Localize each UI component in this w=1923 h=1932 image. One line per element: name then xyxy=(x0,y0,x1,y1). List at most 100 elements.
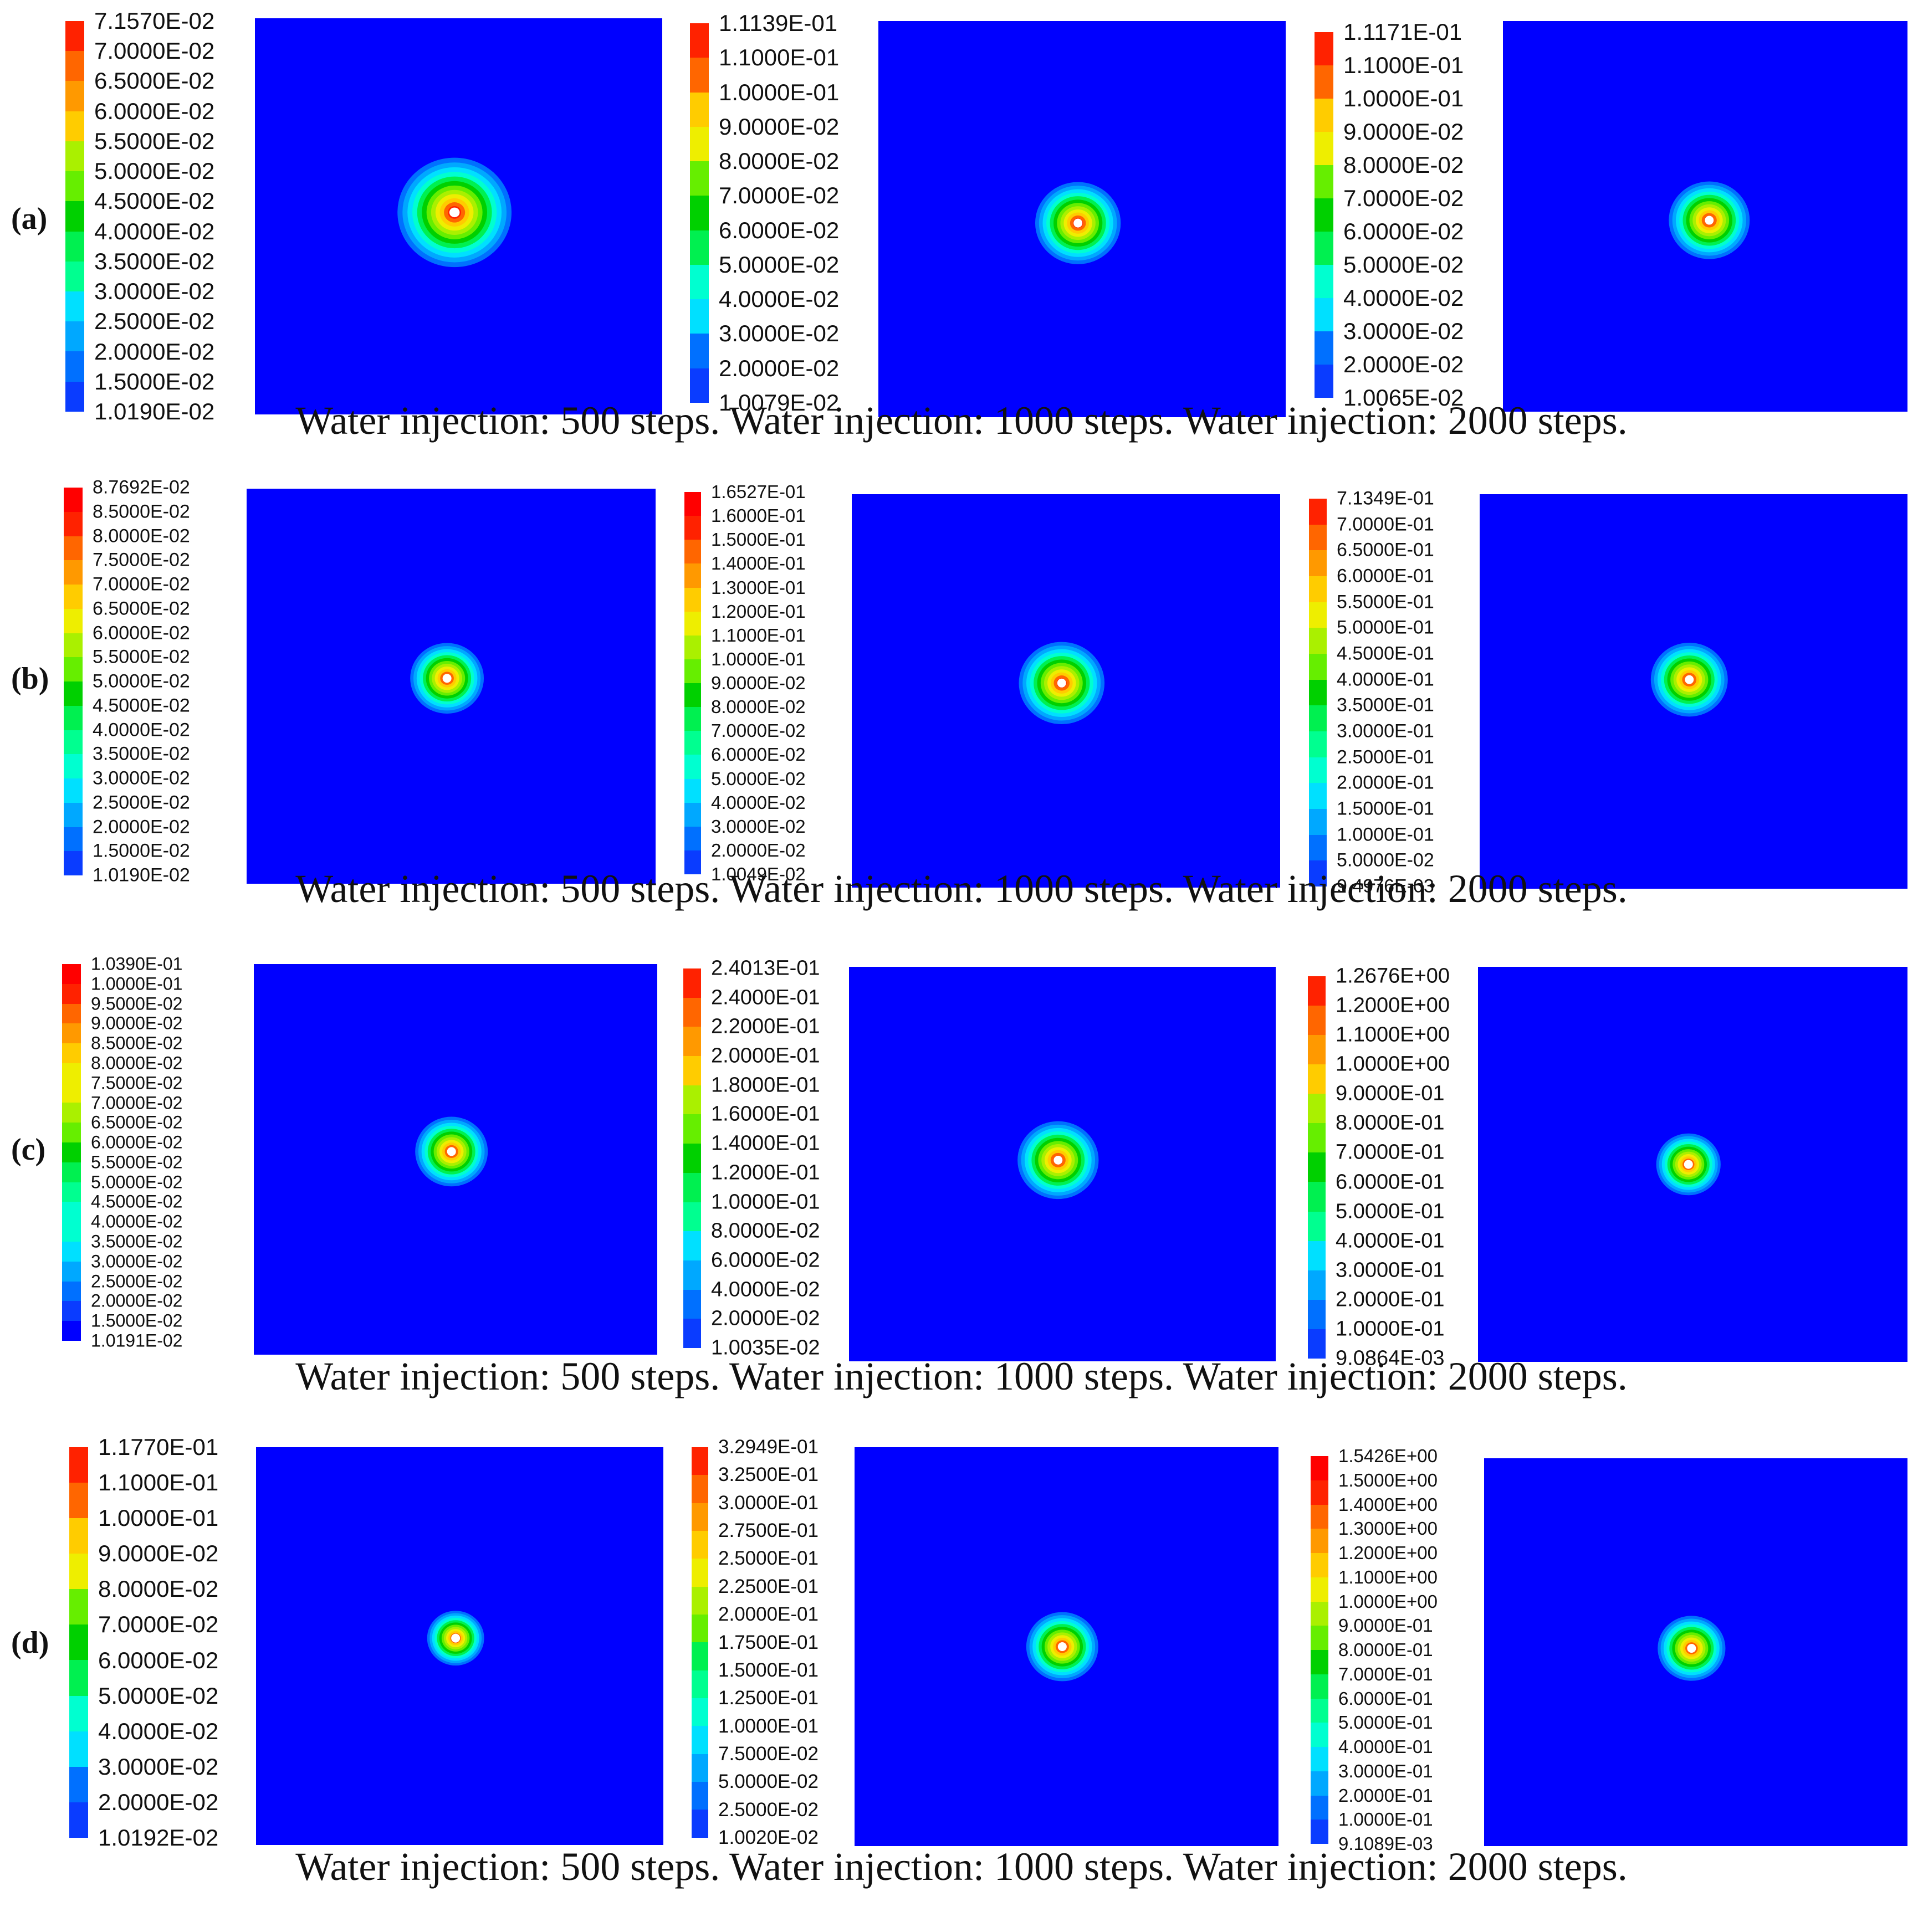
colorbar-band xyxy=(69,1695,88,1731)
colorbar-tick-label: 4.0000E-01 xyxy=(1337,669,1434,690)
colorbar-band xyxy=(64,585,83,609)
colorbar-band xyxy=(690,299,709,334)
colorbar-tick-label: 1.5000E-01 xyxy=(718,1659,819,1681)
colorbar-tick-label: 8.0000E-02 xyxy=(719,148,840,175)
colorbar-band xyxy=(62,1281,81,1301)
colorbar-tick-label: 2.4013E-01 xyxy=(711,956,820,980)
colorbar-band xyxy=(683,1144,701,1173)
colorbar-tick-label: 5.5000E-02 xyxy=(94,127,215,154)
colorbar-band xyxy=(62,1063,81,1083)
colorbar-band xyxy=(69,1660,88,1696)
colorbar-tick-label: 8.0000E-02 xyxy=(711,1219,820,1243)
colorbar xyxy=(64,488,83,875)
colorbar-tick-label: 3.0000E-01 xyxy=(1338,1760,1433,1781)
colorbar-band xyxy=(62,1043,81,1063)
colorbar-tick-label: 1.1000E-01 xyxy=(711,624,806,645)
colorbar-tick-label: 1.0000E-01 xyxy=(98,1505,219,1531)
colorbar-band xyxy=(65,201,84,232)
colorbar-tick-label: 4.0000E-02 xyxy=(711,1278,820,1301)
colorbar-band xyxy=(684,683,701,708)
colorbar-band xyxy=(684,540,701,564)
colorbar-tick-label: 9.0000E-01 xyxy=(1336,1082,1445,1105)
colorbar-tick-label: 2.4000E-01 xyxy=(711,986,820,1009)
colorbar xyxy=(65,21,84,412)
colorbar-band xyxy=(1309,550,1327,576)
contour-plot xyxy=(849,967,1276,1361)
colorbar-band xyxy=(1309,653,1327,680)
contour-plot xyxy=(1480,494,1907,889)
colorbar-tick-label: 4.5000E-02 xyxy=(93,695,190,716)
colorbar-band xyxy=(64,488,83,512)
colorbar-tick-label: 4.0000E-01 xyxy=(1338,1736,1433,1757)
colorbar-band xyxy=(1309,783,1327,809)
colorbar-tick-label: 2.0000E-02 xyxy=(711,1306,820,1330)
colorbar-tick-label: 7.5000E-02 xyxy=(91,1073,183,1093)
colorbar-tick-label: 3.5000E-01 xyxy=(1337,694,1434,716)
colorbar-tick-label: 1.0192E-02 xyxy=(98,1825,219,1851)
colorbar-band xyxy=(1315,32,1333,65)
colorbar-band xyxy=(64,608,83,633)
colorbar-tick-label: 5.0000E-01 xyxy=(1337,617,1434,638)
colorbar-band xyxy=(1311,1795,1328,1820)
colorbar-band xyxy=(62,1182,81,1202)
colorbar-band xyxy=(1309,679,1327,706)
colorbar-band xyxy=(69,1766,88,1802)
colorbar-tick-label: 3.0000E-02 xyxy=(93,767,190,789)
colorbar-band xyxy=(1311,1626,1328,1650)
colorbar-band xyxy=(62,1321,81,1341)
colorbar-tick-label: 9.0000E-02 xyxy=(91,1013,183,1033)
colorbar-tick-label: 2.2000E-01 xyxy=(711,1014,820,1038)
colorbar-band xyxy=(683,1289,701,1319)
colorbar-tick-label: 1.0000E+00 xyxy=(1336,1052,1450,1076)
colorbar-tick-label: 1.2500E-01 xyxy=(718,1687,819,1709)
colorbar-tick-label: 7.0000E-02 xyxy=(94,38,215,64)
colorbar-band xyxy=(1311,1529,1328,1553)
colorbar-band xyxy=(1311,1504,1328,1529)
contour-field xyxy=(855,1447,1278,1846)
colorbar-tick-label: 5.5000E-02 xyxy=(91,1152,183,1172)
colorbar-tick-label: 1.0035E-02 xyxy=(711,1336,820,1360)
colorbar-band xyxy=(690,230,709,265)
injection-well-core xyxy=(1057,678,1066,688)
contour-field xyxy=(247,489,656,884)
colorbar-band xyxy=(65,81,84,111)
colorbar-tick-label: 1.1000E-01 xyxy=(1343,52,1464,78)
colorbar-tick-label: 1.5000E-01 xyxy=(1337,798,1434,819)
colorbar-band xyxy=(1311,1771,1328,1796)
colorbar-tick-label: 6.5000E-02 xyxy=(91,1112,183,1132)
row-caption: Water injection: 500 steps. Water inject… xyxy=(295,867,1628,911)
colorbar-tick-label: 2.0000E-01 xyxy=(1337,772,1434,793)
injection-well-core xyxy=(1684,1160,1693,1169)
colorbar-tick-label: 3.0000E-02 xyxy=(91,1251,183,1272)
injection-well-core xyxy=(1685,675,1694,684)
colorbar-band xyxy=(62,1202,81,1222)
colorbar-tick-label: 9.0000E-02 xyxy=(98,1540,219,1567)
colorbar-band xyxy=(684,778,701,803)
colorbar-tick-label: 1.6000E-01 xyxy=(711,1102,820,1126)
row-label: (c) xyxy=(11,1132,46,1167)
contour-plot xyxy=(1484,1458,1907,1846)
colorbar-band xyxy=(62,1003,81,1024)
colorbar-tick-label: 1.0000E+00 xyxy=(1338,1591,1438,1612)
colorbar-tick-label: 6.0000E-02 xyxy=(711,744,806,765)
colorbar-tick-label: 8.5000E-02 xyxy=(91,1033,183,1053)
colorbar-band xyxy=(65,21,84,52)
contour-plot xyxy=(855,1447,1278,1846)
colorbar-band xyxy=(692,1782,708,1810)
colorbar-band xyxy=(692,1670,708,1699)
colorbar-tick-label: 1.0000E-01 xyxy=(718,1715,819,1737)
colorbar-tick-label: 5.0000E-01 xyxy=(1338,1712,1433,1733)
colorbar-tick-label: 1.2676E+00 xyxy=(1336,964,1450,988)
colorbar-tick-label: 1.2000E-01 xyxy=(711,1161,820,1185)
colorbar-tick-label: 6.0000E-01 xyxy=(1338,1688,1433,1709)
colorbar-tick-label: 1.7500E-01 xyxy=(718,1631,819,1653)
colorbar-tick-label: 7.5000E-02 xyxy=(718,1743,819,1765)
injection-well-core xyxy=(442,674,452,683)
colorbar-tick-label: 2.0000E-02 xyxy=(93,816,190,837)
colorbar-tick-label: 4.5000E-01 xyxy=(1337,643,1434,664)
colorbar xyxy=(1311,1456,1328,1844)
injection-well-core xyxy=(1073,218,1083,228)
colorbar-tick-label: 1.0020E-02 xyxy=(718,1827,819,1848)
colorbar-band xyxy=(65,231,84,262)
contour-field xyxy=(849,967,1276,1361)
